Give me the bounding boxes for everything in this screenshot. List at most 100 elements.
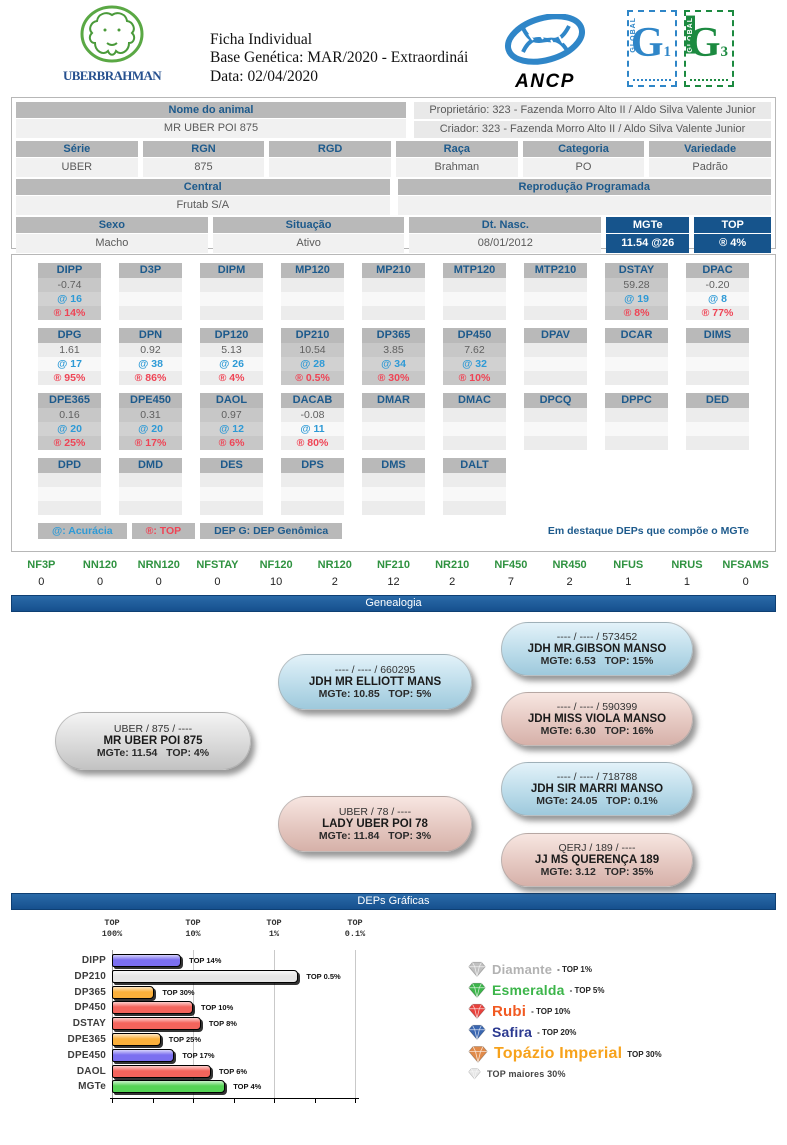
node-mgte-top: MGTe: 6.53 TOP: 15% xyxy=(540,655,654,667)
count-NFSTAY: NFSTAY 0 xyxy=(188,557,247,591)
dep-value xyxy=(686,408,749,422)
bar-DAOL xyxy=(112,1064,211,1078)
dep-accuracy: @ 11 xyxy=(281,422,344,436)
dep-name: DPAV xyxy=(524,328,587,343)
gem-top-threshold: TOP 30% xyxy=(627,1049,662,1059)
bar-value-label: TOP 25% xyxy=(168,1035,202,1044)
bar-DPE365 xyxy=(112,1033,161,1046)
dep-top-percent xyxy=(686,436,749,450)
dep-values: 3.85 @ 34 ® 30% xyxy=(362,343,425,385)
dep-top-percent: ® 95% xyxy=(38,371,101,385)
count-NN120: NN120 0 xyxy=(71,557,130,591)
dep-cell-DPS: DPS xyxy=(281,458,344,515)
dep-accuracy xyxy=(281,487,344,501)
node-name: JDH MISS VIOLA MANSO xyxy=(527,713,667,725)
dep-name: DMAC xyxy=(443,393,506,408)
genealogy-tree: UBER / 875 / ---- MR UBER POI 875 MGTe: 11… xyxy=(0,612,787,893)
dep-name: DED xyxy=(686,393,749,408)
bar-category-label: DSTAY xyxy=(72,1018,106,1030)
proprietario-text: Proprietário: 323 - Fazenda Morro Alto I… xyxy=(414,102,771,119)
dep-accuracy xyxy=(443,487,506,501)
ancp-logo: ANCP xyxy=(497,13,593,93)
info-row-name: Nome do animal MR UBER POI 875 Proprietá… xyxy=(16,102,771,138)
dep-accuracy xyxy=(524,422,587,436)
situacao-value: Ativo xyxy=(212,234,405,253)
bar-category-label: DP210 xyxy=(74,970,106,982)
pedigree-node-sire: ---- / ---- / 660295 JDH MR ELLIOTT MANS M… xyxy=(278,654,472,710)
dep-cell-DACAB: DACAB -0.08 @ 11 ® 80% xyxy=(281,393,344,450)
dep-top-percent: ® 8% xyxy=(605,306,668,320)
info-field-value: UBER xyxy=(16,158,138,177)
x-axis-tick xyxy=(274,1099,275,1104)
dep-name: DPG xyxy=(38,328,101,343)
dep-cell-DSTAY: DSTAY 59.28 @ 19 ® 8% xyxy=(605,263,668,320)
count-value: 2 xyxy=(331,576,338,588)
dep-accuracy xyxy=(362,487,425,501)
dep-accuracy: @ 19 xyxy=(605,292,668,306)
bar-category-label: DIPP xyxy=(81,955,106,966)
node-name: JDH MR ELLIOTT MANS xyxy=(308,676,442,688)
dep-name: DACAB xyxy=(281,393,344,408)
axis-tick-label: TOP 100% xyxy=(92,918,132,939)
count-value: 1 xyxy=(625,576,632,588)
x-axis-tick xyxy=(314,1099,316,1104)
dep-top-percent xyxy=(362,501,425,515)
dep-values xyxy=(200,278,263,320)
dep-name: DIPM xyxy=(200,263,263,278)
tick-l2: 0.1% xyxy=(344,928,366,939)
pedigree-node-animal: UBER / 875 / ---- MR UBER POI 875 MGTe: 11… xyxy=(55,712,251,770)
count-label: NR210 xyxy=(435,559,470,571)
dep-top-percent xyxy=(686,371,749,385)
info-field-value: PO xyxy=(522,158,645,177)
dep-values xyxy=(281,278,344,320)
dep-cell-DCAR: DCAR xyxy=(605,328,668,385)
count-value: 0 xyxy=(742,576,749,588)
deps-graficas-banner: DEPs Gráficas xyxy=(11,893,776,910)
node-registry: UBER / 875 / ---- xyxy=(113,723,193,735)
x-axis-tick xyxy=(152,1099,154,1104)
dep-cell-MTP210: MTP210 xyxy=(524,263,587,320)
dep-accuracy xyxy=(119,487,182,501)
count-label: NN120 xyxy=(82,559,118,571)
dep-accuracy xyxy=(605,422,668,436)
dep-accuracy xyxy=(686,357,749,371)
legend-genomica: DEP G: DEP Genômica xyxy=(200,523,343,539)
dep-name: DPCQ xyxy=(524,393,587,408)
dep-accuracy xyxy=(200,487,263,501)
dep-top-percent xyxy=(605,436,668,450)
dep-top-percent xyxy=(281,306,344,320)
dep-value xyxy=(605,343,668,357)
dep-cell-MTP120: MTP120 xyxy=(443,263,506,320)
dep-top-percent xyxy=(524,371,587,385)
dep-top-percent xyxy=(443,501,506,515)
dep-accuracy xyxy=(443,292,506,306)
dep-top-percent xyxy=(605,371,668,385)
dep-values xyxy=(362,408,425,450)
dep-name: DCAR xyxy=(605,328,668,343)
dep-values xyxy=(38,473,101,515)
gem-name: Diamante xyxy=(492,961,553,977)
dep-value: 0.31 xyxy=(119,408,182,422)
count-value: 0 xyxy=(214,576,221,588)
dep-accuracy: @ 20 xyxy=(119,422,182,436)
dep-name: DP210 xyxy=(281,328,344,343)
count-value: 0 xyxy=(96,576,104,588)
dep-accuracy: @ 28 xyxy=(281,357,344,371)
dep-value xyxy=(38,473,101,487)
dtnasc-value: 08/01/2012 xyxy=(409,234,602,253)
dep-value xyxy=(281,278,344,292)
dep-name: DPPC xyxy=(605,393,668,408)
bar-DPE450 xyxy=(112,1048,175,1062)
dep-name: DPAC xyxy=(686,263,749,278)
dep-cell-DALT: DALT xyxy=(443,458,506,515)
dep-accuracy: @ 20 xyxy=(38,422,101,436)
info-field-value: Padrão xyxy=(649,158,771,177)
dep-name: MP120 xyxy=(281,263,344,278)
dep-top-percent xyxy=(362,306,425,320)
gem-top-threshold: - TOP 10% xyxy=(531,1006,571,1016)
dep-cell-DPE365: DPE365 0.16 @ 20 ® 25% xyxy=(38,393,101,450)
count-NR210: NR210 2 xyxy=(423,557,482,591)
dep-values: -0.08 @ 11 ® 80% xyxy=(281,408,344,450)
info-field-categoria: Categoria PO xyxy=(522,141,645,177)
bar-DP365 xyxy=(112,985,155,999)
